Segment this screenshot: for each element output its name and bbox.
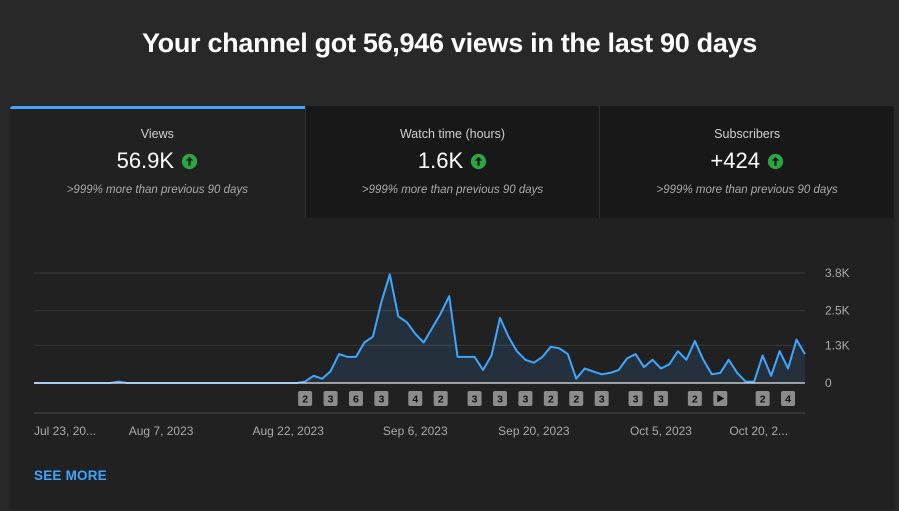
upload-badge-count: 4: [785, 394, 791, 406]
upload-badge-count: 2: [438, 394, 444, 406]
upload-badge[interactable]: [348, 391, 363, 406]
upload-badge-count: 2: [760, 394, 766, 406]
see-more-link[interactable]: SEE MORE: [34, 468, 107, 483]
upload-badge[interactable]: [781, 391, 796, 406]
tab-views-change: >999% more than previous 90 days: [66, 184, 248, 196]
upload-badge[interactable]: [687, 391, 702, 406]
upload-badge-count: 2: [548, 394, 554, 406]
upload-badge-count: 3: [378, 394, 384, 406]
upload-badge[interactable]: [653, 391, 668, 406]
upload-badge[interactable]: [755, 391, 770, 406]
upload-badge-count: 2: [302, 394, 308, 406]
y-tick-label: 0: [825, 376, 832, 390]
tab-subscribers-value-row: +424: [600, 148, 894, 174]
upload-badge[interactable]: [594, 391, 609, 406]
upload-badge-count: 4: [412, 394, 418, 406]
play-icon: [717, 394, 725, 403]
upload-badge-count: 3: [472, 394, 478, 406]
upload-badge-count: 3: [633, 394, 639, 406]
x-tick-label: Oct 5, 2023: [630, 424, 692, 438]
page-headline: Your channel got 56,946 views in the las…: [141, 28, 758, 58]
upload-badge[interactable]: [374, 391, 389, 406]
y-tick-label: 3.8K: [825, 266, 850, 280]
y-tick-label: 2.5K: [825, 304, 850, 318]
y-tick-label: 1.3K: [825, 338, 850, 352]
tab-subscribers-value: +424: [710, 148, 760, 173]
upload-badge-count: 2: [573, 394, 579, 406]
metric-tabs: Views 56.9K >999% more than previous 90 …: [10, 106, 894, 218]
tab-views-value-row: 56.9K: [10, 148, 305, 174]
x-tick-label: Sep 20, 2023: [498, 424, 570, 438]
upload-badge[interactable]: [492, 391, 507, 406]
upload-badge-count: 3: [497, 394, 503, 406]
x-tick-label: Sep 6, 2023: [383, 424, 448, 438]
arrow-up-icon: [181, 153, 198, 169]
analytics-card: Views 56.9K >999% more than previous 90 …: [10, 106, 894, 510]
x-tick-label: Oct 20, 2...: [729, 424, 788, 438]
upload-badge[interactable]: [543, 391, 558, 406]
upload-badge-count: 3: [522, 394, 528, 406]
upload-badge[interactable]: [433, 391, 448, 406]
views-area: [34, 274, 805, 383]
tab-watch-time[interactable]: Watch time (hours) 1.6K >999% more than …: [304, 106, 600, 218]
upload-badge-count: 2: [692, 394, 698, 406]
upload-badge[interactable]: [408, 391, 423, 406]
tab-views-value: 56.9K: [116, 148, 175, 173]
arrow-up-icon: [470, 153, 487, 169]
tab-views[interactable]: Views 56.9K >999% more than previous 90 …: [10, 106, 305, 218]
tab-subscribers[interactable]: Subscribers +424 >999% more than previou…: [599, 106, 894, 218]
arrow-up-icon: [767, 153, 784, 169]
upload-badge[interactable]: [628, 391, 643, 406]
upload-badge[interactable]: [467, 391, 482, 406]
upload-badge-count: 3: [599, 394, 605, 406]
tab-views-label: Views: [140, 127, 174, 141]
upload-badge-count: 6: [353, 394, 359, 406]
upload-badge[interactable]: [298, 391, 313, 406]
x-tick-label: Aug 7, 2023: [129, 424, 194, 438]
tab-watch-time-label: Watch time (hours): [399, 127, 506, 141]
upload-badge[interactable]: [569, 391, 584, 406]
x-tick-label: Jul 23, 20...: [34, 424, 96, 438]
tab-watch-time-value-row: 1.6K: [306, 148, 600, 174]
upload-badge[interactable]: [518, 391, 533, 406]
tab-subscribers-change: >999% more than previous 90 days: [656, 184, 838, 196]
upload-badge-count: 3: [328, 394, 334, 406]
views-chart: 3.8K 2.5K 1.3K 0 2 3 6 3 4 2 3 3 3 2 2 3 3 3 2 2 4 Jul 23, 20…: [34, 266, 850, 438]
tab-subscribers-label: Subscribers: [714, 127, 781, 141]
tab-watch-time-value: 1.6K: [417, 148, 464, 173]
upload-badge-count: 3: [658, 394, 664, 406]
upload-badge[interactable]: [323, 391, 338, 406]
x-tick-label: Aug 22, 2023: [252, 424, 324, 438]
tab-watch-time-change: >999% more than previous 90 days: [361, 184, 544, 196]
